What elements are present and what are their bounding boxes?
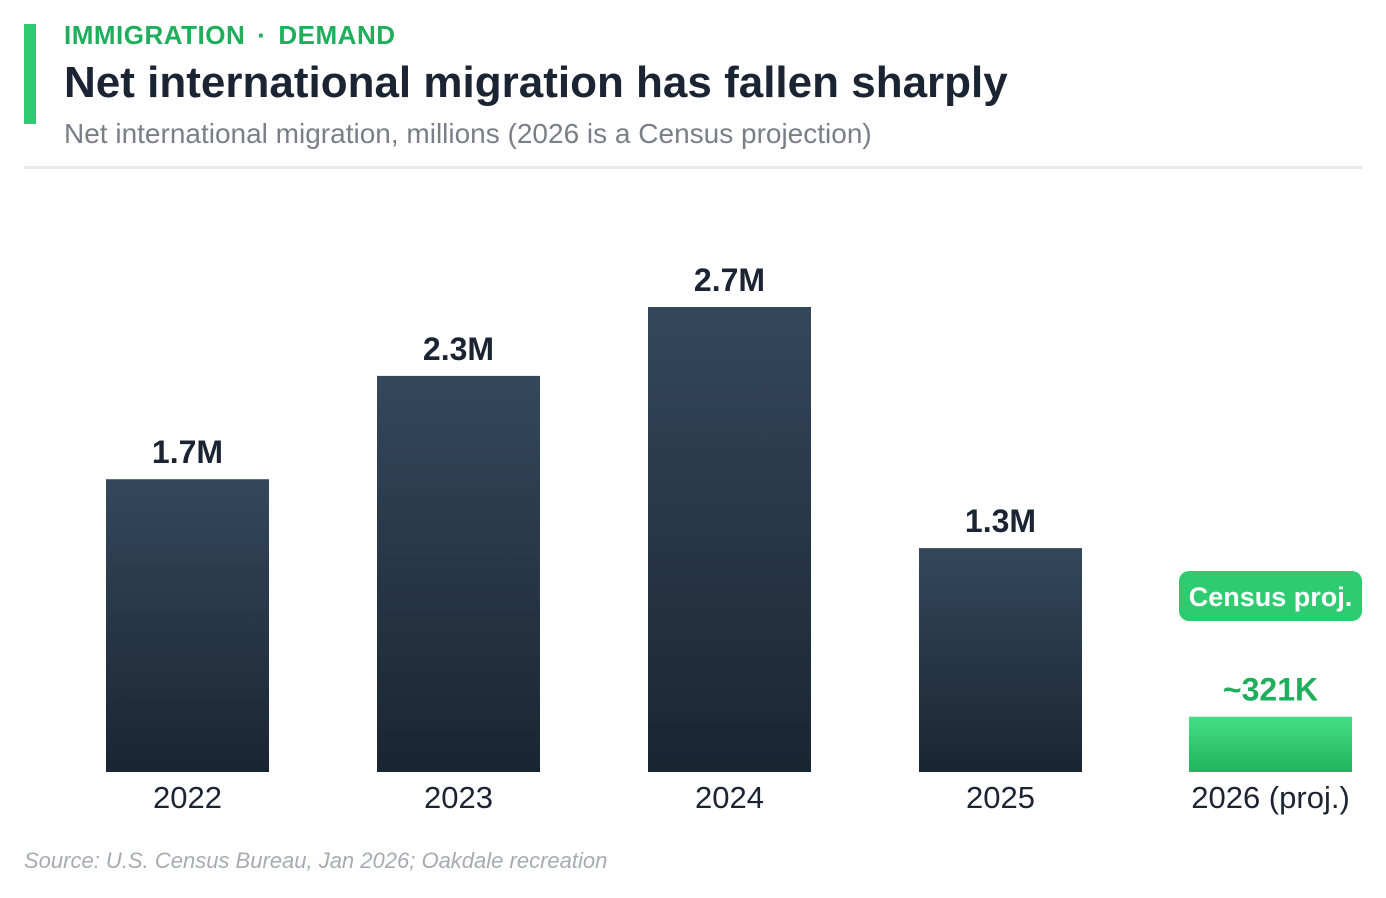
value-label-2022: 1.7M <box>152 434 223 470</box>
bar-2025 <box>919 548 1082 772</box>
tick-label-2024: 2024 <box>695 780 764 815</box>
tick-label-2022: 2022 <box>153 780 222 815</box>
bar-2024 <box>648 307 811 772</box>
projection-badge-label: Census proj. <box>1189 582 1353 612</box>
chart-title: Net international migration has fallen s… <box>64 58 1008 107</box>
kicker-subtopic: DEMAND <box>278 20 396 50</box>
accent-bar <box>24 24 36 124</box>
tick-label-2025: 2025 <box>966 780 1035 815</box>
bar-2022 <box>106 479 269 772</box>
tick-label-2026-proj: 2026 (proj.) <box>1191 780 1350 815</box>
kicker: IMMIGRATION · DEMAND <box>64 20 396 51</box>
tick-label-2023: 2023 <box>424 780 493 815</box>
bar-2023 <box>377 375 540 772</box>
source-note: Source: U.S. Census Bureau, Jan 2026; Oa… <box>24 848 608 873</box>
kicker-separator: · <box>257 20 267 50</box>
header-divider <box>24 166 1362 169</box>
bar-2026-proj <box>1189 716 1352 772</box>
value-label-2024: 2.7M <box>694 262 765 298</box>
value-label-2023: 2.3M <box>423 331 494 367</box>
chart-subtitle: Net international migration, millions (2… <box>64 118 872 149</box>
value-label-2025: 1.3M <box>965 503 1036 539</box>
kicker-topic: IMMIGRATION <box>64 20 246 50</box>
value-label-2026-proj: ~321K <box>1223 672 1318 708</box>
projection-badge <box>1179 571 1362 621</box>
